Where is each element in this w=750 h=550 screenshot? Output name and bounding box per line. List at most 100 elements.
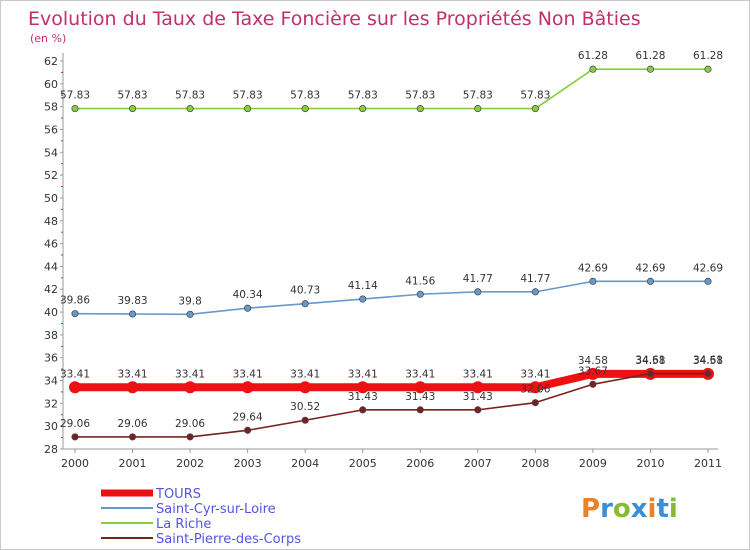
- data-label: 57.83: [290, 90, 320, 102]
- data-point: [186, 433, 194, 441]
- y-tick-label: 42: [44, 283, 58, 296]
- data-label: 29.06: [60, 418, 90, 430]
- data-point: [474, 105, 482, 113]
- series-line: [74, 280, 708, 316]
- proxiti-logo: Proxiti: [581, 494, 678, 524]
- y-tick-label: 46: [44, 238, 58, 251]
- series-la-riche: 57.83 57.83 57.83 57.83 57.83 57.83 57.83 57.83…: [60, 50, 723, 113]
- data-point: [531, 288, 539, 296]
- data-label: 41.77: [520, 273, 550, 285]
- data-label: 32.06: [520, 384, 550, 396]
- y-tick-label: 56: [44, 123, 58, 136]
- data-point: [186, 310, 194, 318]
- data-label: 57.83: [463, 90, 493, 102]
- x-tick-label: 2000: [61, 457, 89, 470]
- data-label: 33.41: [118, 368, 148, 380]
- data-label: 61.28: [578, 50, 608, 62]
- legend-item: Saint-Cyr-sur-Loire: [101, 502, 276, 517]
- legend-item: Saint-Pierre-des-Corps: [101, 532, 301, 547]
- data-point: [301, 300, 309, 308]
- y-tick-label: 40: [44, 306, 58, 319]
- y-tick-label: 62: [44, 55, 58, 68]
- y-tick-label: 48: [44, 215, 58, 228]
- data-point: [299, 381, 312, 394]
- x-tick-label: 2005: [349, 457, 377, 470]
- data-label: 31.43: [463, 391, 493, 403]
- data-point: [531, 399, 539, 407]
- data-point: [531, 105, 539, 113]
- data-label: 29.06: [118, 418, 148, 430]
- data-point: [301, 416, 309, 424]
- x-tick-label: 2010: [636, 457, 664, 470]
- data-label: 33.41: [348, 368, 378, 380]
- data-point: [646, 277, 655, 285]
- legend-label: TOURS: [155, 487, 201, 502]
- data-point: [71, 310, 79, 318]
- y-tick-label: 60: [44, 78, 58, 91]
- data-label: 61.28: [693, 50, 723, 62]
- x-tick-label: 2006: [406, 457, 434, 470]
- data-label: 34.61: [693, 355, 723, 367]
- y-tick-label: 38: [44, 329, 58, 342]
- y-tick-label: 50: [44, 192, 58, 205]
- data-point: [414, 381, 427, 394]
- data-point: [589, 65, 597, 73]
- data-label: 34.58: [578, 355, 608, 367]
- data-point: [704, 65, 712, 73]
- data-point: [69, 381, 81, 394]
- legend-label: La Riche: [156, 517, 211, 532]
- series-line: [75, 369, 708, 392]
- data-point: [241, 381, 254, 394]
- x-tick-label: 2001: [119, 457, 147, 470]
- data-label: 33.67: [578, 365, 608, 377]
- data-point: [589, 277, 597, 285]
- data-label: 57.83: [520, 90, 550, 102]
- data-label: 31.43: [405, 391, 435, 403]
- data-label: 42.69: [693, 262, 723, 274]
- y-tick-label: 28: [44, 443, 58, 456]
- data-point: [471, 381, 484, 394]
- data-point: [646, 65, 655, 73]
- series-line: [75, 372, 708, 438]
- y-tick-label: 58: [44, 101, 58, 114]
- data-label: 57.83: [405, 90, 435, 102]
- series-saint-cyr-sur-loire: 39.86 39.83 39.8 40.34 40.73 41.14 41.56 41.77 4…: [60, 262, 723, 318]
- data-point: [128, 310, 137, 318]
- data-label: 31.43: [348, 391, 378, 403]
- x-tick-label: 2004: [291, 457, 319, 470]
- data-label: 57.83: [175, 90, 205, 102]
- data-point: [416, 105, 424, 113]
- data-point: [359, 105, 367, 113]
- data-point: [474, 406, 482, 414]
- x-tick-label: 2002: [176, 457, 204, 470]
- data-point: [128, 433, 137, 441]
- data-point: [529, 381, 542, 394]
- data-label: 42.69: [578, 262, 608, 274]
- legend-item: La Riche: [101, 517, 211, 532]
- data-point: [646, 370, 655, 378]
- data-label: 30.52: [290, 401, 320, 413]
- y-tick-label: 52: [44, 169, 58, 182]
- data-point: [704, 277, 712, 285]
- data-point: [589, 380, 597, 388]
- x-tick-label: 2008: [521, 457, 549, 470]
- data-point: [416, 290, 424, 298]
- data-label: 34.61: [635, 355, 665, 367]
- data-label: 29.64: [233, 411, 263, 423]
- data-label: 39.83: [118, 295, 148, 307]
- data-point: [71, 105, 79, 113]
- data-label: 39.8: [178, 295, 201, 307]
- data-point: [359, 406, 367, 414]
- data-label: 33.41: [60, 368, 90, 380]
- data-point: [474, 288, 482, 296]
- legend-label: Saint-Cyr-sur-Loire: [156, 502, 276, 517]
- data-label: 33.41: [290, 368, 320, 380]
- data-label: 57.83: [118, 90, 148, 102]
- data-label: 34.58: [635, 355, 665, 367]
- data-label: 33.41: [175, 368, 205, 380]
- data-label: 33.41: [463, 368, 493, 380]
- x-tick-label: 2007: [464, 457, 492, 470]
